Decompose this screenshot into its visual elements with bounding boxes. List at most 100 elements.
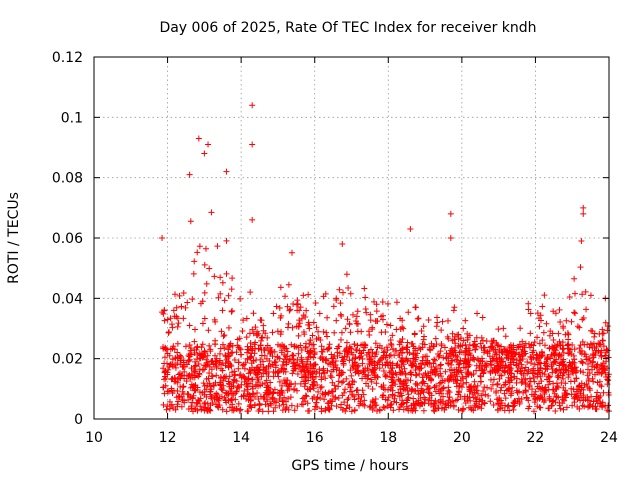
data-point (473, 398, 480, 405)
data-point (192, 368, 199, 375)
data-point (297, 304, 304, 311)
data-point (354, 342, 361, 349)
data-point (226, 373, 233, 380)
data-point (596, 394, 603, 401)
data-point (585, 361, 592, 368)
data-point (565, 331, 572, 338)
data-point (426, 375, 433, 382)
data-point (338, 354, 345, 361)
data-point (541, 387, 548, 394)
x-tick-label: 22 (527, 430, 545, 446)
data-point (455, 391, 462, 398)
data-point (371, 298, 378, 305)
data-point (168, 385, 175, 392)
y-tick-labels: 0 0.02 0.04 0.06 0.08 0.1 0.12 (52, 50, 83, 428)
data-point (175, 398, 182, 405)
data-point (258, 373, 265, 380)
data-point (450, 352, 457, 359)
data-point (288, 249, 295, 256)
data-point (502, 395, 509, 402)
data-point (201, 383, 208, 390)
data-point (549, 345, 556, 352)
data-point (206, 380, 213, 387)
data-point (384, 346, 391, 353)
data-point (578, 238, 585, 245)
data-point (505, 364, 512, 371)
data-point (466, 347, 473, 354)
data-point (560, 375, 567, 382)
data-point (306, 350, 313, 357)
data-point (227, 397, 234, 404)
data-point (574, 403, 581, 410)
data-point (217, 274, 224, 281)
data-point (259, 408, 266, 415)
data-point (162, 375, 169, 382)
data-point (398, 392, 405, 399)
data-point (555, 352, 562, 359)
data-point (174, 360, 181, 367)
data-point (538, 394, 545, 401)
data-point (380, 368, 387, 375)
data-point (553, 344, 560, 351)
data-point (186, 371, 193, 378)
data-point (450, 371, 457, 378)
data-point (506, 365, 513, 372)
data-point (398, 401, 405, 408)
data-point (556, 399, 563, 406)
data-point (194, 343, 201, 350)
data-point (378, 329, 385, 336)
data-point (426, 390, 433, 397)
data-point (445, 335, 452, 342)
data-point (476, 396, 483, 403)
data-point (574, 323, 581, 330)
data-point (343, 405, 350, 412)
data-point (310, 385, 317, 392)
data-point (604, 347, 611, 354)
data-point (383, 359, 390, 366)
data-point (487, 398, 494, 405)
data-point (315, 328, 322, 335)
data-point (354, 321, 361, 327)
data-point (352, 346, 359, 353)
data-point (526, 403, 533, 410)
data-point (564, 342, 571, 349)
data-point (324, 314, 331, 321)
data-point (376, 365, 383, 372)
data-point (260, 322, 267, 329)
data-point (566, 346, 573, 353)
data-point (242, 359, 249, 366)
data-point (444, 376, 451, 383)
data-point (325, 406, 332, 413)
data-point (571, 275, 578, 282)
data-point (593, 347, 600, 354)
data-point (584, 366, 591, 373)
data-point (397, 369, 404, 376)
data-point (581, 403, 588, 410)
data-point (407, 225, 414, 232)
data-point (449, 357, 456, 364)
data-point (575, 387, 582, 394)
data-point (449, 330, 456, 337)
data-point (464, 330, 471, 337)
x-axis-label: GPS time / hours (291, 458, 408, 474)
data-point (420, 372, 427, 379)
data-point (257, 393, 264, 400)
data-point (205, 375, 212, 382)
data-point (462, 400, 469, 407)
data-point (176, 292, 183, 299)
data-point (568, 385, 575, 392)
data-point (372, 340, 379, 347)
data-point (166, 352, 173, 359)
data-point (343, 345, 350, 352)
data-point (236, 335, 243, 342)
data-point (193, 400, 200, 407)
data-point (366, 331, 373, 338)
data-point (223, 270, 230, 277)
data-point (335, 383, 342, 390)
data-point (462, 356, 469, 363)
data-point (547, 328, 554, 335)
data-point (408, 340, 415, 347)
data-point (481, 344, 488, 351)
data-point (564, 341, 571, 348)
data-point (261, 352, 268, 359)
